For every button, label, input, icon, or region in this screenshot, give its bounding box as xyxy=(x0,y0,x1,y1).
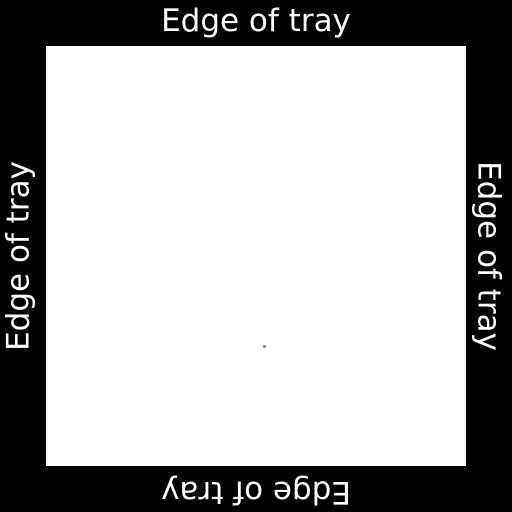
tray-edge-label-bottom: Edge of tray xyxy=(161,474,351,510)
tray-edge-label-right: Edge of tray xyxy=(470,161,507,351)
tray-edge-label-left: Edge of tray xyxy=(0,161,37,351)
tray-edge-label-top: Edge of tray xyxy=(161,3,351,39)
tray-area xyxy=(46,46,466,466)
specimen-dot xyxy=(263,345,266,348)
